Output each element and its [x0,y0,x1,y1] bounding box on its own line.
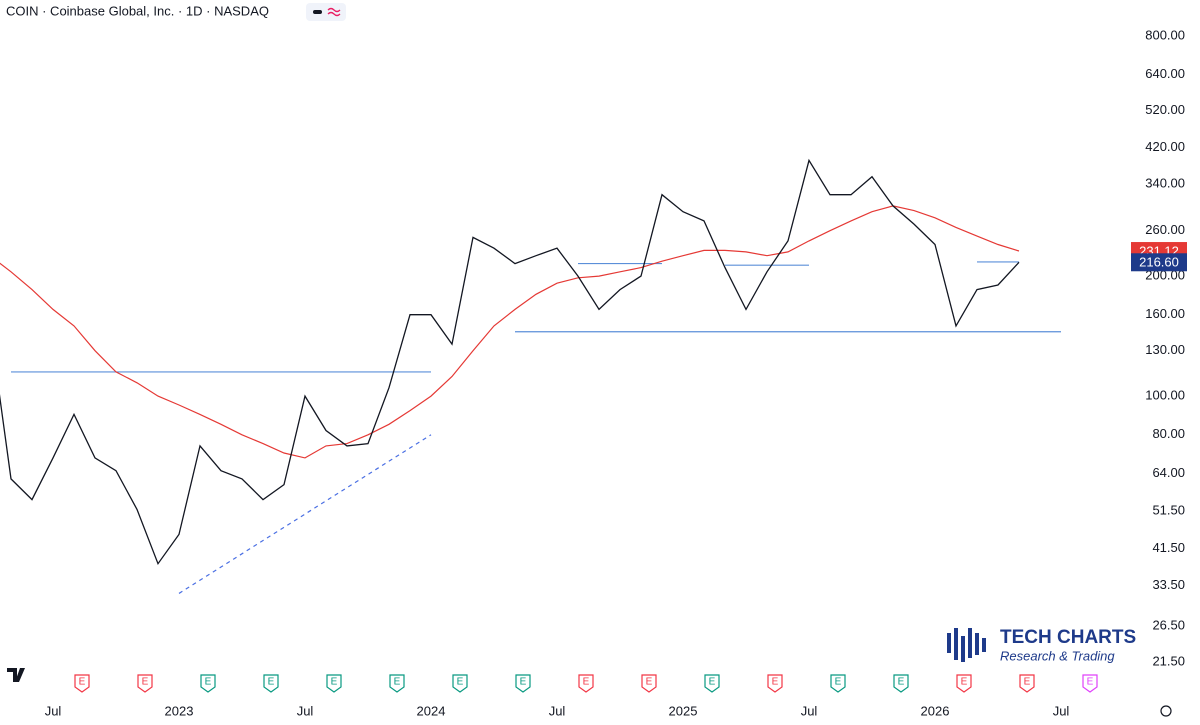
plot-area [0,158,1061,594]
price-label: 216.60 [1139,255,1179,270]
earnings-label: E [142,677,149,688]
earnings-badge [515,674,531,693]
earnings-badge [1019,674,1035,693]
y-tick-label: 21.50 [1152,654,1185,669]
earnings-label: E [646,677,653,688]
earnings-label: E [79,677,86,688]
y-tick-label: 420.00 [1145,139,1185,154]
price-label-box [1131,253,1187,272]
earnings-badge [200,674,216,693]
y-tick-label: 130.00 [1145,342,1185,357]
logo: TECH CHARTS Research & Trading [947,627,1136,663]
toggle-icon [313,10,322,14]
earnings-label: E [772,677,779,688]
y-tick-label: 51.50 [1152,502,1185,517]
earnings-badge [452,674,468,693]
earnings-badge [830,674,846,693]
y-tick-label: 640.00 [1145,66,1185,81]
x-tick-label: 2025 [669,703,698,718]
earnings-badge [326,674,342,693]
x-tick-label: 2024 [417,703,446,718]
earnings-badge [767,674,783,693]
earnings-label: E [1024,677,1031,688]
earnings-label: E [709,677,716,688]
toggle-icon [327,7,341,17]
x-tick-label: 2023 [165,703,194,718]
y-tick-label: 160.00 [1145,306,1185,321]
x-tick-label: Jul [45,703,62,718]
y-tick-label: 33.50 [1152,577,1185,592]
earnings-label: E [961,677,968,688]
earnings-label: E [835,677,842,688]
earnings-badge [389,674,405,693]
indicator-toggle[interactable] [306,3,346,21]
y-tick-label: 41.50 [1152,540,1185,555]
earnings-badge [137,674,153,693]
earnings-label: E [583,677,590,688]
trendline [178,434,432,594]
earnings-label: E [331,677,338,688]
earnings-badge [74,674,90,693]
earnings-label: E [457,677,464,688]
earnings-label: E [898,677,905,688]
x-tick-label: Jul [549,703,566,718]
earnings-badge [641,674,657,693]
watermark-title: TECH CHARTS [1000,627,1136,648]
earnings-badge [893,674,909,693]
earnings-label: E [520,677,527,688]
y-tick-label: 260.00 [1145,222,1185,237]
watermark-subtitle: Research & Trading [1000,648,1115,663]
settings-button[interactable] [1160,705,1172,717]
earnings-label: E [394,677,401,688]
x-tick-label: Jul [1053,703,1070,718]
x-tick-label: 2026 [921,703,950,718]
y-tick-label: 800.00 [1145,27,1185,42]
chart-title: COIN · Coinbase Global, Inc. · 1D · NASD… [6,3,269,18]
earnings-label: E [205,677,212,688]
moving-average [0,205,1020,459]
earnings-badge [578,674,594,693]
earnings-badge [704,674,720,693]
y-tick-label: 26.50 [1152,618,1185,633]
earnings-badge [1082,674,1098,693]
x-tick-label: Jul [801,703,818,718]
tv-logo [7,668,25,682]
earnings-label: E [1087,677,1094,688]
earnings-badge [956,674,972,693]
y-tick-label: 80.00 [1152,426,1185,441]
y-tick-label: 340.00 [1145,176,1185,191]
y-tick-label: 64.00 [1152,465,1185,480]
earnings-badge [263,674,279,693]
y-tick-label: 520.00 [1145,102,1185,117]
price-line [0,158,1020,566]
y-tick-label: 100.00 [1145,388,1185,403]
x-tick-label: Jul [297,703,314,718]
earnings-label: E [268,677,275,688]
